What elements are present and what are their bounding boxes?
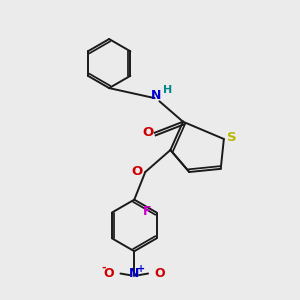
Text: O: O — [142, 126, 153, 139]
Text: +: + — [137, 264, 145, 274]
Text: -: - — [101, 263, 106, 273]
Text: N: N — [129, 267, 140, 280]
Text: O: O — [154, 267, 165, 280]
Text: H: H — [163, 85, 172, 95]
Text: F: F — [143, 206, 152, 218]
Text: O: O — [132, 165, 143, 178]
Text: O: O — [104, 267, 114, 280]
Text: S: S — [227, 131, 236, 144]
Text: N: N — [151, 89, 161, 102]
